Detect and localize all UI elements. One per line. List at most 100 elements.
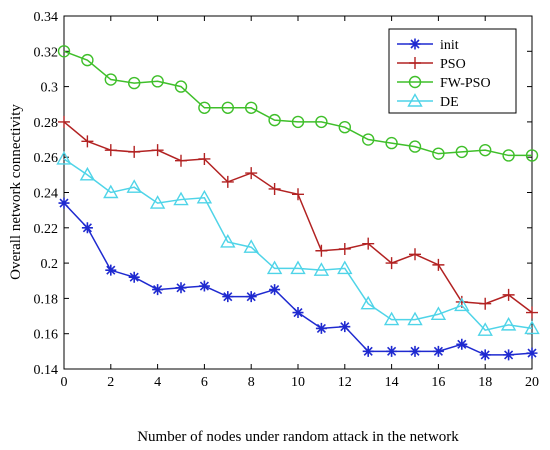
y-tick-label: 0.3: [41, 81, 59, 96]
x-tick-label: 18: [478, 375, 492, 390]
data-point-triangle: [407, 311, 423, 326]
data-point-circle: [81, 53, 94, 67]
data-point-plus: [338, 242, 351, 255]
data-point-plus: [362, 237, 375, 250]
y-tick-label: 0.2: [41, 257, 59, 272]
data-point-plus: [315, 244, 328, 257]
data-point-triangle: [266, 260, 283, 275]
data-point-asterisk: [315, 322, 327, 334]
data-point-triangle: [243, 239, 259, 253]
data-point-circle: [432, 147, 445, 160]
x-tick-label: 8: [248, 375, 255, 390]
data-point-triangle: [477, 322, 493, 336]
data-point-triangle: [56, 151, 72, 165]
data-point-plus: [409, 248, 421, 261]
x-tick-label: 4: [154, 375, 161, 390]
data-point-circle: [151, 75, 164, 88]
data-point-asterisk: [409, 38, 421, 50]
data-point-triangle: [383, 311, 400, 326]
data-point-asterisk: [339, 321, 351, 333]
data-point-asterisk: [269, 284, 281, 296]
y-tick-label: 0.24: [34, 187, 59, 202]
series-pso: [58, 115, 538, 319]
series-de: [56, 151, 540, 336]
data-point-asterisk: [292, 307, 304, 319]
data-point-asterisk: [479, 349, 491, 361]
data-point-asterisk: [58, 197, 70, 209]
data-point-circle: [315, 115, 328, 129]
data-point-plus: [104, 144, 117, 157]
data-point-circle: [268, 113, 281, 127]
data-point-circle: [338, 120, 351, 134]
data-point-circle: [127, 76, 141, 90]
x-tick-label: 0: [61, 375, 68, 390]
data-point-asterisk: [222, 291, 234, 303]
y-axis-label: Overall network connectivity: [8, 104, 24, 280]
legend: init PSO FW-PSO DE: [388, 28, 517, 114]
x-tick-label: 20: [525, 375, 539, 390]
data-point-triangle: [149, 195, 166, 209]
data-point-circle: [408, 75, 422, 89]
data-point-plus: [502, 288, 515, 301]
data-point-asterisk: [152, 284, 164, 296]
data-point-circle: [385, 136, 398, 150]
data-point-triangle: [524, 320, 540, 335]
data-point-triangle: [126, 179, 142, 193]
y-tick-label: 0.16: [34, 328, 59, 343]
series-fw-pso: [57, 45, 539, 162]
series-init: [58, 197, 538, 361]
data-point-triangle: [173, 191, 189, 206]
legend-entry: FW-PSO: [397, 75, 491, 91]
data-point-asterisk: [362, 345, 374, 357]
data-point-circle: [244, 101, 258, 114]
data-point-plus: [479, 297, 492, 310]
data-point-circle: [174, 80, 188, 93]
legend-label: DE: [440, 95, 459, 110]
y-tick-label: 0.34: [34, 10, 59, 25]
data-point-triangle: [407, 93, 423, 107]
x-tick-label: 6: [201, 375, 208, 390]
series-line: [63, 158, 533, 331]
data-point-asterisk: [386, 345, 398, 357]
data-point-asterisk: [175, 282, 187, 294]
legend-label: FW-PSO: [440, 76, 491, 91]
data-point-plus: [409, 57, 421, 69]
series-line: [63, 50, 532, 157]
data-point-plus: [268, 182, 281, 195]
data-point-plus: [432, 258, 445, 271]
data-point-plus: [292, 188, 304, 201]
x-tick-label: 16: [431, 375, 445, 390]
legend-entry: init: [397, 38, 459, 53]
data-point-triangle: [313, 262, 330, 276]
data-point-asterisk: [432, 345, 444, 357]
data-point-plus: [175, 154, 187, 167]
x-axis-label: Number of nodes under random attack in t…: [137, 429, 459, 445]
data-point-triangle: [360, 295, 376, 310]
data-point-circle: [198, 101, 211, 114]
data-point-asterisk: [81, 222, 93, 234]
data-point-circle: [525, 149, 539, 162]
data-point-circle: [104, 73, 118, 86]
legend-box: [388, 28, 517, 114]
data-point-asterisk: [128, 271, 140, 283]
data-point-triangle: [290, 260, 306, 275]
y-tick-label: 0.32: [34, 45, 59, 60]
x-axis-ticks: 0 2 4 6 8 10 12 14 16 18 20: [61, 16, 539, 390]
data-point-triangle: [79, 166, 96, 181]
data-point-asterisk: [245, 291, 257, 303]
x-tick-label: 2: [107, 375, 114, 390]
data-point-circle: [221, 101, 235, 114]
data-point-triangle: [430, 306, 447, 320]
data-point-plus: [198, 152, 211, 165]
y-tick-label: 0.26: [34, 151, 59, 166]
data-point-plus: [526, 306, 538, 319]
data-point-triangle: [103, 184, 119, 199]
legend-label: init: [440, 38, 459, 53]
data-point-asterisk: [456, 338, 468, 350]
data-point-circle: [502, 149, 515, 162]
legend-entry: PSO: [397, 57, 466, 72]
x-tick-label: 10: [291, 375, 305, 390]
series-layer: [56, 45, 540, 361]
data-point-triangle: [220, 233, 236, 248]
